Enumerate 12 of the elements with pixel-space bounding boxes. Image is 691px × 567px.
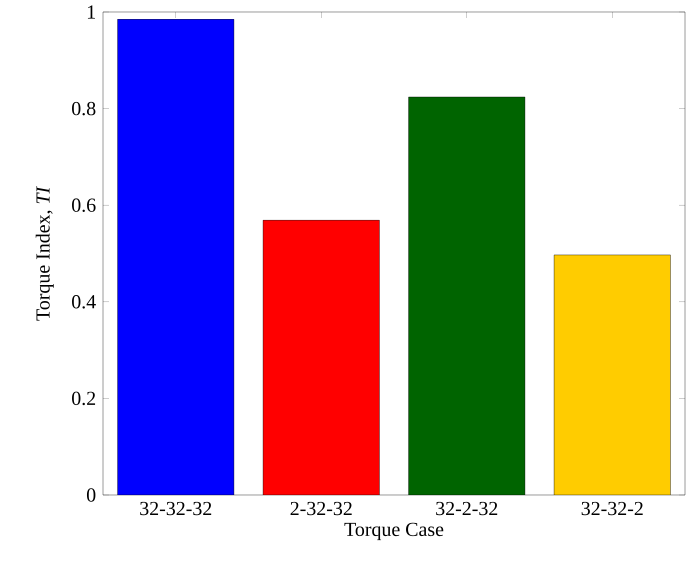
y-tick-label: 0.6 — [72, 198, 96, 212]
y-tick-label: 1 — [88, 5, 95, 19]
x-tick-label: 32-32-32 — [140, 502, 212, 516]
y-tick-label: 0 — [86, 488, 96, 502]
x-axis-title: Torque Case — [344, 522, 444, 540]
y-tick-label: 0.2 — [72, 392, 96, 406]
x-tick-label: 32-2-32 — [436, 502, 498, 516]
x-tick-label: 2-32-32 — [290, 502, 352, 516]
x-tick-label: 32-32-2 — [582, 502, 643, 516]
y-tick-label: 0.8 — [72, 102, 96, 116]
y-axis-title: Torque Index, TI — [36, 186, 54, 321]
y-tick-label: 0.4 — [72, 295, 96, 309]
